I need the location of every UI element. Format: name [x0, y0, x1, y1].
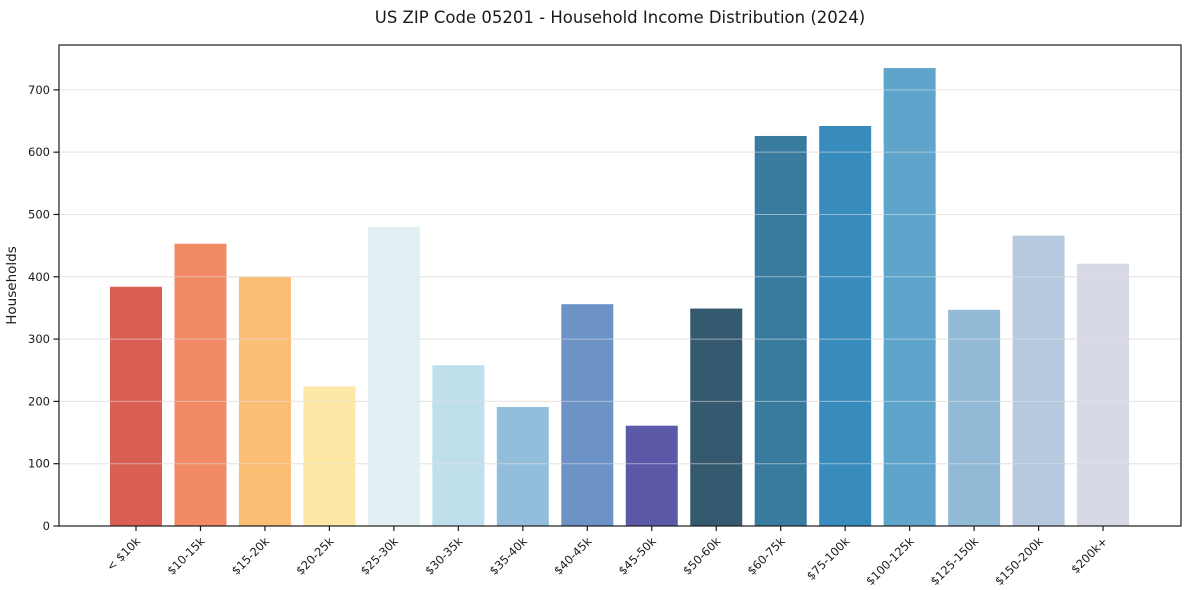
- bar: [561, 304, 614, 526]
- chart-title: US ZIP Code 05201 - Household Income Dis…: [375, 8, 865, 27]
- y-tick-label: 500: [28, 207, 50, 221]
- bar: [690, 308, 743, 526]
- bar: [367, 226, 420, 526]
- y-tick-label: 600: [28, 145, 50, 159]
- bars-group: [110, 68, 1130, 527]
- bar: [819, 125, 872, 526]
- bar: [1012, 235, 1065, 526]
- y-tick-label: 400: [28, 270, 50, 284]
- bar: [432, 365, 485, 526]
- plot-frame: [58, 44, 1182, 527]
- bar: [754, 135, 807, 527]
- bar: [948, 309, 1001, 526]
- y-tick-label: 0: [43, 519, 50, 533]
- bar: [496, 406, 549, 526]
- bar: [110, 286, 162, 526]
- y-axis-label: Households: [4, 246, 20, 324]
- bar: [174, 243, 227, 526]
- y-tick-label: 700: [28, 83, 50, 97]
- y-tick-label: 300: [28, 332, 50, 346]
- bar: [883, 68, 936, 527]
- bar: [625, 425, 678, 526]
- y-tick-label: 100: [28, 457, 50, 471]
- y-axis-ticks: 0 100 200 300 400 500 600 700: [28, 83, 59, 533]
- bar: [1077, 263, 1130, 526]
- bar: [303, 386, 356, 526]
- y-tick-label: 200: [28, 394, 50, 408]
- gridlines-over-bars: [59, 89, 1181, 465]
